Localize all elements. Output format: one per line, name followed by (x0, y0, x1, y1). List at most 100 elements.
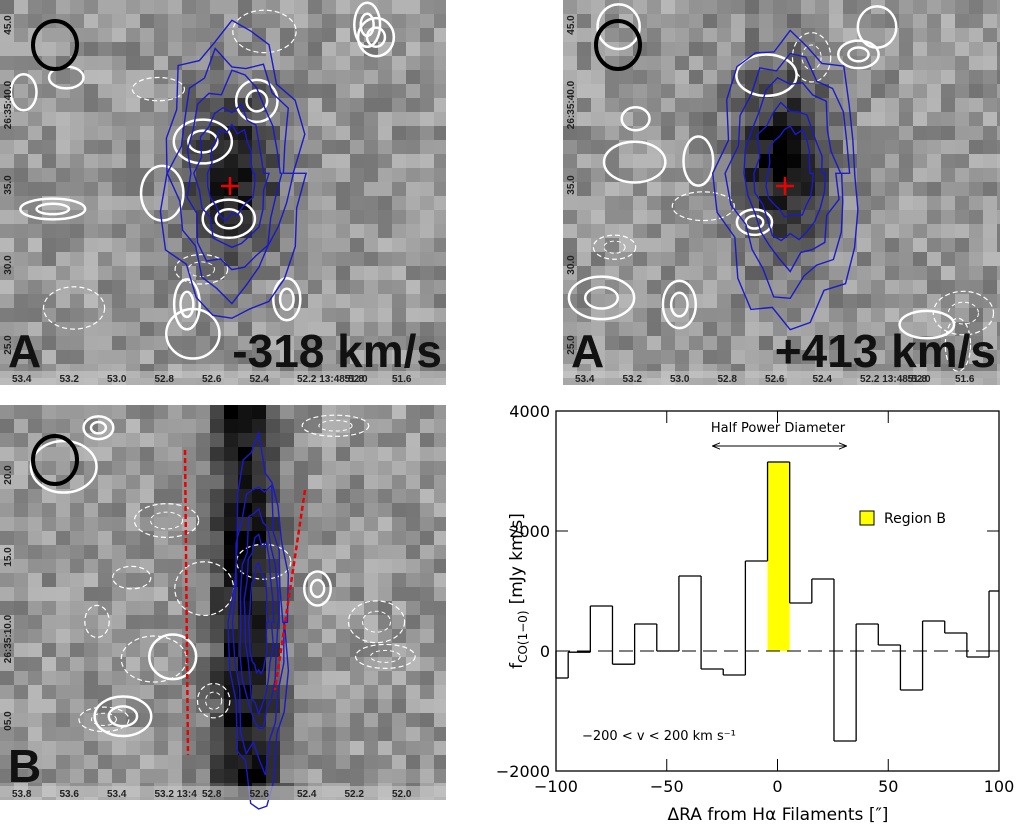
pixel (308, 224, 322, 238)
pixel (42, 671, 56, 685)
pixel (70, 643, 84, 657)
pixel (927, 0, 941, 14)
pixel (983, 224, 997, 238)
pixel (168, 168, 182, 182)
pixel (675, 196, 689, 210)
pixel (406, 0, 420, 14)
pixel (913, 266, 927, 280)
pixel (434, 126, 446, 140)
pixel (322, 643, 336, 657)
x-tick-label: 52.6 (202, 374, 222, 385)
contour (567, 275, 636, 321)
pixel (350, 154, 364, 168)
pixel (322, 28, 336, 42)
pixel (633, 84, 647, 98)
pixel (773, 28, 787, 42)
pixel (843, 350, 857, 364)
image-panel: 53.4 53.2 53.0 52.8 52.6 52.4 52.2 13:48:52.05… (563, 0, 1000, 385)
pixel (336, 671, 350, 685)
pixel (392, 0, 406, 14)
pixel (84, 238, 98, 252)
pixel (899, 210, 913, 224)
pixel (210, 98, 224, 112)
pixel (941, 0, 955, 14)
pixel (350, 447, 364, 461)
pixel (392, 154, 406, 168)
pixel (14, 112, 28, 126)
pixel (843, 98, 857, 112)
pixel (731, 0, 745, 14)
pixel (14, 280, 28, 294)
pixel (294, 126, 308, 140)
pixel (112, 294, 126, 308)
pixel (955, 238, 969, 252)
pixel (294, 182, 308, 196)
pixel (210, 489, 224, 503)
pixel (336, 0, 350, 14)
pixel (364, 168, 378, 182)
pixel (577, 28, 591, 42)
pixel (112, 755, 126, 769)
pixel (857, 252, 871, 266)
panel-label: A (571, 325, 604, 377)
contour (735, 208, 774, 237)
pixel (266, 210, 280, 224)
pixel (378, 657, 392, 671)
pixel (84, 168, 98, 182)
y-axis-label-subscript: CO(1−0) (516, 610, 530, 663)
pixel (280, 224, 294, 238)
pixel (899, 336, 913, 350)
pixel (815, 112, 829, 126)
pixel (899, 154, 913, 168)
pixel (885, 0, 899, 14)
pixel (434, 615, 446, 629)
pixel (112, 573, 126, 587)
contour (165, 307, 221, 360)
pixel (28, 559, 42, 573)
pixel (126, 210, 140, 224)
pixel (969, 252, 983, 266)
pixel (350, 545, 364, 559)
pixel (322, 252, 336, 266)
pixel (42, 559, 56, 573)
pixel (322, 741, 336, 755)
pixel (112, 280, 126, 294)
pixel (294, 210, 308, 224)
pixel (871, 210, 885, 224)
pixel (0, 336, 14, 350)
pixel (406, 140, 420, 154)
pixel (126, 643, 140, 657)
pixel (392, 405, 406, 419)
pixel (378, 433, 392, 447)
pixel (703, 70, 717, 84)
pixel (927, 252, 941, 266)
pixel (84, 280, 98, 294)
pixel (364, 713, 378, 727)
pixel (350, 587, 364, 601)
pixel (997, 322, 1000, 336)
pixel (56, 42, 70, 56)
pixel (28, 84, 42, 98)
beam (31, 434, 79, 486)
pixel (703, 350, 717, 364)
pixel (969, 322, 983, 336)
pixel (647, 196, 661, 210)
pixel (420, 657, 434, 671)
pixel (420, 252, 434, 266)
x-tick-label: 52.4 (297, 789, 317, 800)
pixel (717, 294, 731, 308)
pixel (266, 28, 280, 42)
pixel (843, 336, 857, 350)
pixel (717, 322, 731, 336)
pixel (224, 769, 238, 783)
pixel (224, 294, 238, 308)
pixel (294, 629, 308, 643)
pixel (378, 238, 392, 252)
pixel (84, 755, 98, 769)
pixel (563, 168, 577, 182)
pixel (843, 0, 857, 14)
pixel (224, 489, 238, 503)
y-tick-label: 0 (540, 642, 550, 661)
pixel (56, 447, 70, 461)
contour (214, 207, 244, 230)
